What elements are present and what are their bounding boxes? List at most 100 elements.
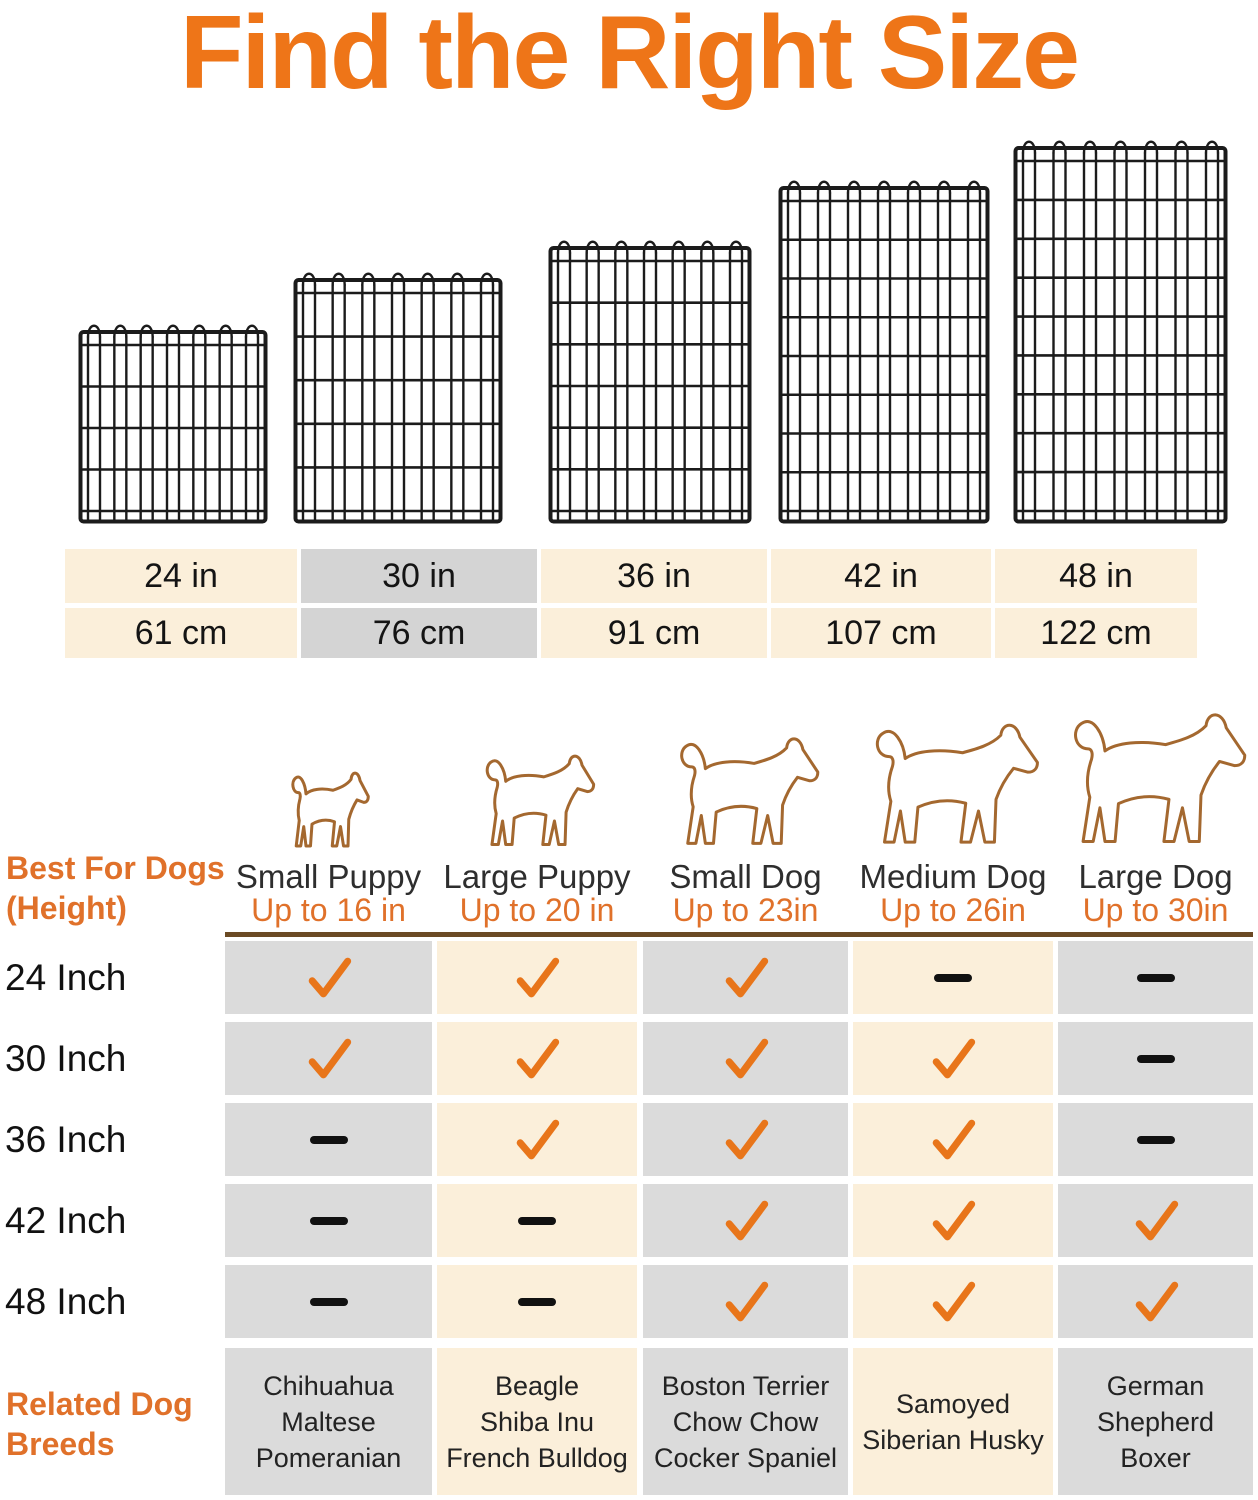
breeds-cell: German Shepherd Boxer xyxy=(1058,1348,1253,1495)
chihuahua-silhouette-icon xyxy=(284,760,373,852)
small-dog-silhouette-icon xyxy=(666,720,826,852)
matrix-cell-check xyxy=(853,1184,1053,1257)
matrix-cell-dash xyxy=(1058,1022,1253,1095)
matrix-row-label: 36 Inch xyxy=(5,1118,127,1160)
breed-name: Samoyed xyxy=(895,1388,1011,1419)
wire-panel-image xyxy=(778,180,990,524)
matrix-cell-check xyxy=(643,1265,848,1338)
wire-panel-image xyxy=(293,272,503,524)
matrix-cell-dash xyxy=(225,1265,432,1338)
matrix-cell-check xyxy=(853,1265,1053,1338)
breed-name: Cocker Spaniel xyxy=(653,1442,838,1473)
dash-icon xyxy=(309,1135,348,1144)
chihuahua-silhouette xyxy=(284,760,373,852)
matrix-row-label: 48 Inch xyxy=(5,1280,127,1322)
wire-panel-24in xyxy=(78,318,268,524)
check-icon xyxy=(725,1200,768,1240)
related-breeds-title-line2: Breeds xyxy=(6,1426,115,1462)
matrix-cell-check xyxy=(643,1022,848,1095)
breeds-cell: Samoyed Siberian Husky xyxy=(853,1348,1053,1495)
size-cm-cell: 122 cm xyxy=(995,608,1197,658)
fit-table-row-group-title-line2: (Height) xyxy=(6,890,127,926)
dash-icon xyxy=(309,1216,348,1225)
matrix-row-label: 42 Inch xyxy=(5,1199,127,1241)
breed-name: Pomeranian xyxy=(255,1442,402,1473)
matrix-cell-check xyxy=(643,1184,848,1257)
wire-panel-image xyxy=(1013,140,1228,524)
large-dog-silhouette xyxy=(1056,692,1255,852)
size-cm-cell: 107 cm xyxy=(771,608,991,658)
page-title: Find the Right Size xyxy=(180,0,1080,111)
wire-panel-48in xyxy=(1013,134,1228,524)
fit-table-row-group-title: Best For Dogs (Height) xyxy=(6,848,225,928)
matrix-cell-check xyxy=(225,1022,432,1095)
medium-dog-silhouette-icon xyxy=(859,704,1047,852)
wire-panel-image xyxy=(548,240,752,524)
breed-name: Siberian Husky xyxy=(862,1424,1044,1455)
size-inches-cell: 42 in xyxy=(771,549,991,603)
size-inches-cell: 24 in xyxy=(65,549,297,603)
column-header-height-limit: Up to 26in xyxy=(880,891,1026,928)
matrix-cell-check xyxy=(437,1022,637,1095)
check-icon xyxy=(516,1119,560,1159)
size-inches-cell: 48 in xyxy=(995,549,1197,603)
column-header-height-limit: Up to 30in xyxy=(1082,891,1229,928)
wire-panel-42in xyxy=(778,174,990,524)
breed-name: Chihuahua xyxy=(263,1370,394,1401)
matrix-cell-check xyxy=(1058,1184,1253,1257)
check-icon xyxy=(308,957,351,997)
check-icon xyxy=(516,1038,560,1078)
check-icon xyxy=(932,1281,976,1321)
dash-icon xyxy=(1136,1135,1175,1144)
wire-panel-30in xyxy=(293,266,503,524)
check-icon xyxy=(932,1119,976,1159)
matrix-row-label: 24 Inch xyxy=(5,956,127,998)
matrix-cell-check xyxy=(1058,1265,1253,1338)
large-puppy-silhouette xyxy=(475,740,600,852)
breed-name: German xyxy=(1106,1370,1205,1401)
small-dog-silhouette xyxy=(666,720,826,852)
check-icon xyxy=(725,1281,768,1321)
matrix-row-label: 30 Inch xyxy=(5,1037,127,1079)
dash-icon xyxy=(518,1297,556,1306)
column-header-name: Small Puppy xyxy=(235,858,422,895)
check-icon xyxy=(725,1038,768,1078)
column-header-height-limit: Up to 23in xyxy=(672,891,819,928)
matrix-cell-dash xyxy=(437,1265,637,1338)
breeds-cell: Boston Terrier Chow Chow Cocker Spaniel xyxy=(643,1348,848,1495)
matrix-cell-check xyxy=(225,941,432,1014)
fit-table-row-group-title-line1: Best For Dogs xyxy=(6,850,225,886)
matrix-cell-check xyxy=(437,941,637,1014)
dash-icon xyxy=(934,973,972,982)
breeds-cell: Chihuahua Maltese Pomeranian xyxy=(225,1348,432,1495)
matrix-cell-check xyxy=(853,1022,1053,1095)
dash-icon xyxy=(309,1297,348,1306)
size-cm-cell: 61 cm xyxy=(65,608,297,658)
breeds-cell: Beagle Shiba Inu French Bulldog xyxy=(437,1348,637,1495)
check-icon xyxy=(308,1038,351,1078)
size-inches-cell: 36 in xyxy=(541,549,767,603)
matrix-cell-dash xyxy=(1058,941,1253,1014)
matrix-cell-check xyxy=(643,941,848,1014)
matrix-cell-dash xyxy=(225,1103,432,1176)
column-header-name: Small Dog xyxy=(669,858,822,895)
breed-name: Boxer xyxy=(1120,1442,1191,1473)
matrix-cell-dash xyxy=(1058,1103,1253,1176)
breed-name: Chow Chow xyxy=(672,1406,819,1437)
related-breeds-title-line1: Related Dog xyxy=(6,1386,193,1422)
breed-name: Shepherd xyxy=(1096,1406,1215,1437)
related-breeds-title: Related Dog Breeds xyxy=(6,1384,193,1464)
size-cm-cell: 91 cm xyxy=(541,608,767,658)
column-header-name: Large Dog xyxy=(1078,858,1233,895)
column-header-name: Large Puppy xyxy=(443,858,631,895)
size-inches-cell: 30 in xyxy=(301,549,537,603)
column-header-name: Medium Dog xyxy=(859,858,1047,895)
matrix-cell-check xyxy=(437,1103,637,1176)
breed-name: Beagle xyxy=(494,1370,580,1401)
medium-dog-silhouette xyxy=(859,704,1047,852)
check-icon xyxy=(516,957,560,997)
size-cm-cell: 76 cm xyxy=(301,608,537,658)
matrix-cell-check xyxy=(643,1103,848,1176)
breed-name: Shiba Inu xyxy=(479,1406,595,1437)
